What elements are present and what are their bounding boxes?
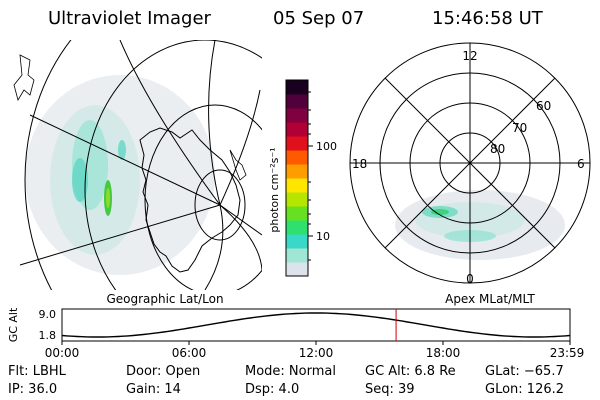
time-tick-0: 00:00 — [45, 346, 80, 360]
right-aurora-haze — [395, 190, 565, 260]
colorbar-unit-label: photon cm⁻²s⁻¹ — [268, 147, 281, 232]
info-filter: Flt: LBHL — [8, 364, 66, 379]
info-gc-altitude: GC Alt: 6.8 Re — [365, 364, 456, 379]
continent-outline — [139, 127, 241, 273]
colorbar-tick-10: 10 — [316, 230, 330, 243]
geographic-map — [13, 40, 262, 290]
observation-date: 05 Sep 07 — [273, 8, 365, 29]
colorbar-cell — [286, 206, 308, 221]
colorbar-cell — [286, 234, 308, 249]
polar-map: 12 18 6 0 60 70 80 — [349, 42, 591, 286]
info-geo-latitude: GLat: −65.7 — [485, 364, 564, 379]
right-map-caption: Apex MLat/MLT — [445, 292, 535, 306]
info-mode: Mode: Normal — [245, 364, 336, 379]
left-map-caption: Geographic Lat/Lon — [106, 292, 223, 306]
info-dsp: Dsp: 4.0 — [245, 382, 300, 397]
altitude-ytick-min: 1.8 — [39, 329, 57, 342]
mlt-label-6: 6 — [577, 157, 585, 171]
mlt-label-12: 12 — [462, 49, 477, 63]
mlat-label-70: 70 — [512, 121, 527, 135]
altitude-ytick-max: 9.0 — [39, 308, 57, 321]
mlat-label-80: 80 — [490, 142, 505, 156]
colorbar-tick-100: 100 — [316, 140, 337, 153]
time-tick-2: 12:00 — [299, 346, 334, 360]
colorbar-cell — [286, 94, 308, 109]
left-aurora-haze — [25, 75, 215, 275]
colorbar-cell — [286, 220, 308, 235]
mlt-label-18: 18 — [352, 157, 367, 171]
info-gain: Gain: 14 — [126, 382, 181, 397]
time-tick-1: 06:00 — [172, 346, 207, 360]
colorbar-cell — [286, 122, 308, 137]
colorbar-cell — [286, 248, 308, 263]
altitude-curve — [61, 312, 571, 338]
time-tick-3: 18:00 — [426, 346, 461, 360]
colorbar-cell — [286, 262, 308, 277]
colorbar-cell — [286, 108, 308, 123]
colorbar-cell — [286, 178, 308, 193]
observation-time: 15:46:58 UT — [432, 8, 543, 29]
colorbar: 100 10 photon cm⁻²s⁻¹ — [268, 79, 337, 277]
time-tick-4: 23:59 — [550, 346, 585, 360]
info-geo-longitude: GLon: 126.2 — [485, 382, 565, 397]
instrument-title: Ultraviolet Imager — [48, 8, 211, 29]
colorbar-cell — [286, 136, 308, 151]
altitude-ylabel: GC Alt — [7, 307, 20, 342]
info-sequence: Seq: 39 — [365, 382, 415, 397]
colorbar-cell — [286, 150, 308, 165]
longitude-lines — [19, 40, 262, 290]
latitude-lines — [24, 40, 262, 290]
mlat-label-60: 60 — [536, 99, 551, 113]
info-door: Door: Open — [126, 364, 201, 379]
mlt-label-0: 0 — [466, 272, 474, 286]
colorbar-cell — [286, 164, 308, 179]
colorbar-cell — [286, 80, 308, 95]
colorbar-cell — [286, 192, 308, 207]
altitude-plot: GC Alt 9.0 1.8 00:00 06:00 12:00 18:00 2… — [7, 307, 584, 360]
info-ip: IP: 36.0 — [8, 382, 58, 397]
